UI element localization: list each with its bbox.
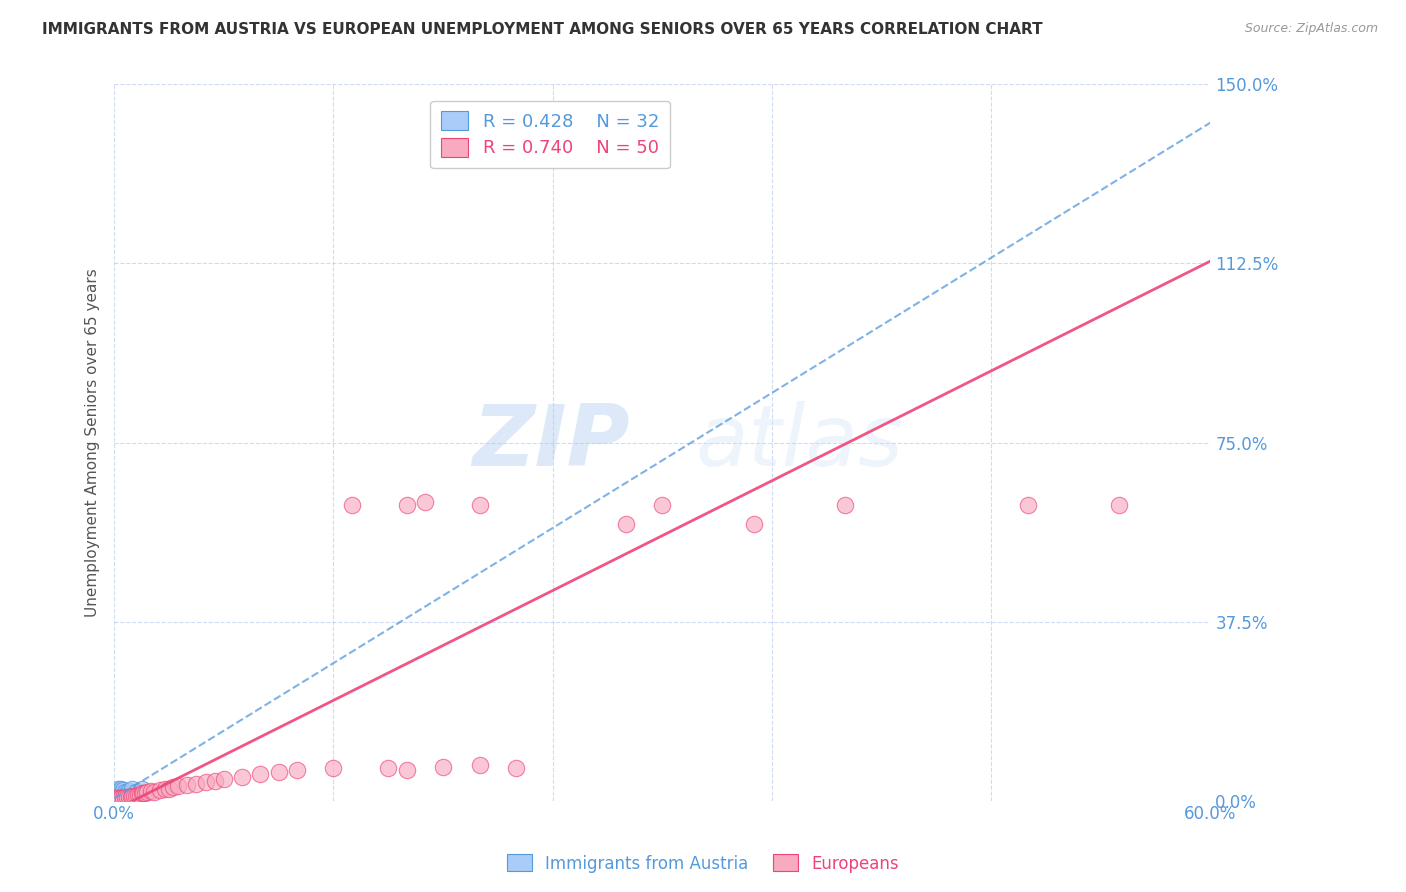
Point (120, 787, 142, 801)
Point (267, 764, 290, 779)
Point (107, 785, 129, 799)
Point (468, 498, 491, 512)
Point (132, 787, 155, 801)
Point (110, 791, 132, 805)
Y-axis label: Unemployment Among Seniors over 65 years: Unemployment Among Seniors over 65 years (86, 268, 100, 617)
Point (108, 784, 131, 798)
Point (155, 781, 177, 796)
Point (127, 788, 149, 802)
Point (742, 516, 765, 531)
Point (134, 787, 156, 801)
Point (112, 783, 135, 797)
Point (112, 788, 135, 802)
Text: atlas: atlas (695, 401, 903, 484)
Point (377, 761, 399, 775)
Point (105, 791, 128, 805)
Point (115, 791, 138, 805)
Point (157, 781, 180, 796)
Point (162, 780, 184, 795)
Point (136, 785, 159, 799)
Point (114, 789, 136, 804)
Point (114, 789, 136, 804)
Point (149, 783, 172, 797)
Point (176, 778, 198, 792)
Point (285, 763, 308, 777)
Point (107, 789, 129, 804)
Point (194, 775, 217, 789)
Point (1108, 498, 1130, 512)
Text: Source: ZipAtlas.com: Source: ZipAtlas.com (1244, 22, 1378, 36)
Point (121, 791, 143, 805)
Point (121, 781, 143, 796)
Point (139, 784, 162, 798)
Point (651, 498, 673, 512)
Point (322, 761, 344, 775)
Point (112, 791, 135, 805)
Point (114, 785, 136, 799)
Text: IMMIGRANTS FROM AUSTRIA VS EUROPEAN UNEMPLOYMENT AMONG SENIORS OVER 65 YEARS COR: IMMIGRANTS FROM AUSTRIA VS EUROPEAN UNEM… (42, 22, 1043, 37)
Point (432, 760, 454, 774)
Point (107, 781, 129, 796)
Point (125, 785, 148, 799)
Point (118, 789, 141, 804)
Point (413, 495, 436, 509)
Point (121, 789, 143, 803)
Point (614, 516, 637, 531)
Point (110, 789, 132, 804)
Point (110, 781, 132, 796)
Point (105, 787, 128, 801)
Legend: R = 0.428    N = 32, R = 0.740    N = 50: R = 0.428 N = 32, R = 0.740 N = 50 (430, 101, 669, 169)
Point (115, 789, 138, 804)
Point (249, 767, 271, 781)
Point (340, 498, 363, 512)
Point (125, 789, 148, 803)
Point (110, 787, 132, 801)
Point (143, 785, 166, 799)
Point (124, 789, 146, 803)
Point (118, 789, 141, 804)
Point (105, 792, 128, 806)
Point (107, 792, 129, 806)
Point (105, 789, 128, 803)
Point (395, 763, 418, 777)
Point (128, 788, 150, 802)
Point (107, 788, 129, 802)
Point (1017, 498, 1039, 512)
Point (107, 791, 129, 805)
Point (212, 772, 235, 786)
Point (186, 777, 208, 791)
Point (108, 787, 131, 801)
Point (167, 779, 190, 793)
Point (505, 761, 527, 775)
Point (131, 781, 153, 796)
Point (108, 791, 131, 805)
Point (834, 498, 856, 512)
Point (231, 770, 253, 784)
Legend: Immigrants from Austria, Europeans: Immigrants from Austria, Europeans (501, 847, 905, 880)
Text: ZIP: ZIP (472, 401, 630, 484)
Point (108, 791, 131, 805)
Point (112, 791, 135, 805)
Point (468, 757, 491, 772)
Point (395, 498, 418, 512)
Point (120, 789, 142, 804)
Point (105, 784, 128, 798)
Point (131, 787, 153, 801)
Point (120, 792, 142, 806)
Point (105, 791, 128, 805)
Point (108, 789, 131, 803)
Point (204, 773, 226, 788)
Point (118, 784, 141, 798)
Point (115, 787, 138, 801)
